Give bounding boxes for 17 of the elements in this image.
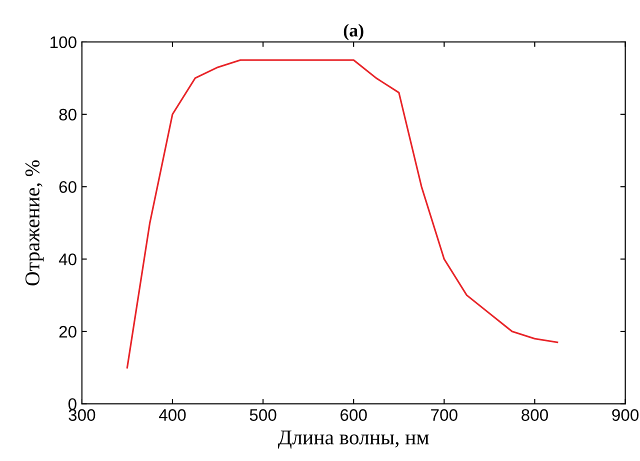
- y-tick-label: 80: [59, 108, 76, 121]
- chart-title: (a): [344, 24, 364, 40]
- x-tick-label: 800: [522, 409, 548, 421]
- y-axis-title: Отражение, %: [25, 160, 44, 286]
- y-tick-label: 20: [59, 326, 76, 338]
- x-tick-label: 500: [250, 409, 276, 421]
- x-tick-label: 600: [340, 409, 367, 421]
- y-tick-label: 40: [58, 253, 76, 266]
- x-tick-label: 700: [431, 409, 458, 421]
- y-tick-label: 60: [59, 181, 76, 193]
- line-series: [126, 59, 558, 368]
- x-tick-label: 900: [612, 409, 639, 421]
- x-axis-title: Длина волны, нм: [278, 430, 429, 449]
- y-tick-label: 100: [50, 36, 76, 48]
- x-tick-label: 400: [158, 409, 186, 421]
- x-tick-label: 300: [68, 409, 96, 421]
- y-tick-label: 0: [68, 398, 76, 410]
